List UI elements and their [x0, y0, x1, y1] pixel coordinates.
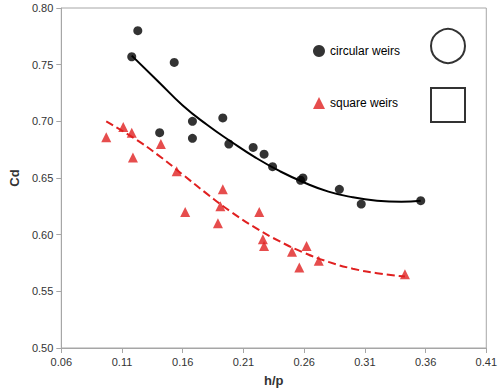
- svg-text:circular weirs: circular weirs: [330, 44, 400, 58]
- svg-text:0.11: 0.11: [112, 356, 133, 368]
- svg-text:0.21: 0.21: [233, 356, 254, 368]
- svg-text:0.50: 0.50: [32, 342, 53, 354]
- svg-text:h/p: h/p: [264, 373, 284, 388]
- svg-text:0.55: 0.55: [32, 285, 53, 297]
- svg-text:0.75: 0.75: [32, 59, 53, 71]
- svg-text:0.36: 0.36: [415, 356, 436, 368]
- svg-text:square weirs: square weirs: [330, 96, 398, 110]
- svg-text:0.60: 0.60: [32, 229, 53, 241]
- svg-text:0.31: 0.31: [354, 356, 375, 368]
- svg-text:0.26: 0.26: [293, 356, 314, 368]
- svg-text:0.70: 0.70: [32, 115, 53, 127]
- svg-text:Cd: Cd: [7, 169, 22, 186]
- svg-text:0.16: 0.16: [172, 356, 193, 368]
- svg-text:0.80: 0.80: [32, 2, 53, 14]
- svg-text:0.41: 0.41: [476, 356, 497, 368]
- svg-text:0.06: 0.06: [51, 356, 72, 368]
- svg-text:0.65: 0.65: [32, 172, 53, 184]
